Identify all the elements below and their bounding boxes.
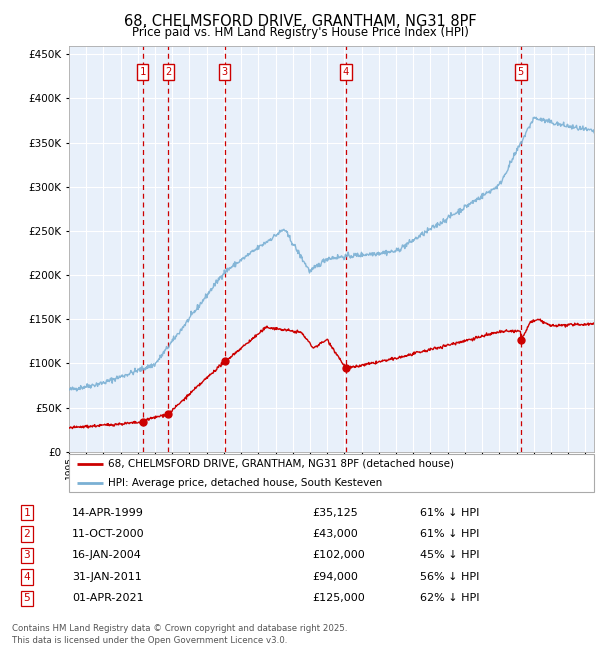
Text: 5: 5	[518, 67, 524, 77]
Text: £125,000: £125,000	[312, 593, 365, 603]
Text: 5: 5	[23, 593, 31, 603]
FancyBboxPatch shape	[69, 454, 594, 492]
Text: 16-JAN-2004: 16-JAN-2004	[72, 551, 142, 560]
Text: 4: 4	[23, 572, 31, 582]
Text: 62% ↓ HPI: 62% ↓ HPI	[420, 593, 479, 603]
Text: 61% ↓ HPI: 61% ↓ HPI	[420, 508, 479, 517]
Text: Price paid vs. HM Land Registry's House Price Index (HPI): Price paid vs. HM Land Registry's House …	[131, 26, 469, 39]
Text: £94,000: £94,000	[312, 572, 358, 582]
Text: 3: 3	[23, 551, 31, 560]
Text: 1: 1	[140, 67, 146, 77]
Text: £102,000: £102,000	[312, 551, 365, 560]
Text: £43,000: £43,000	[312, 529, 358, 539]
Text: 4: 4	[343, 67, 349, 77]
Text: £35,125: £35,125	[312, 508, 358, 517]
Text: 3: 3	[221, 67, 228, 77]
Text: 45% ↓ HPI: 45% ↓ HPI	[420, 551, 479, 560]
Text: 68, CHELMSFORD DRIVE, GRANTHAM, NG31 8PF: 68, CHELMSFORD DRIVE, GRANTHAM, NG31 8PF	[124, 14, 476, 29]
Text: 2: 2	[23, 529, 31, 539]
Text: 68, CHELMSFORD DRIVE, GRANTHAM, NG31 8PF (detached house): 68, CHELMSFORD DRIVE, GRANTHAM, NG31 8PF…	[109, 459, 454, 469]
Text: 56% ↓ HPI: 56% ↓ HPI	[420, 572, 479, 582]
Text: Contains HM Land Registry data © Crown copyright and database right 2025.
This d: Contains HM Land Registry data © Crown c…	[12, 624, 347, 645]
Text: 11-OCT-2000: 11-OCT-2000	[72, 529, 145, 539]
Text: 31-JAN-2011: 31-JAN-2011	[72, 572, 142, 582]
Text: HPI: Average price, detached house, South Kesteven: HPI: Average price, detached house, Sout…	[109, 478, 383, 488]
Text: 1: 1	[23, 508, 31, 517]
Text: 2: 2	[166, 67, 172, 77]
Text: 14-APR-1999: 14-APR-1999	[72, 508, 144, 517]
Text: 01-APR-2021: 01-APR-2021	[72, 593, 143, 603]
Text: 61% ↓ HPI: 61% ↓ HPI	[420, 529, 479, 539]
